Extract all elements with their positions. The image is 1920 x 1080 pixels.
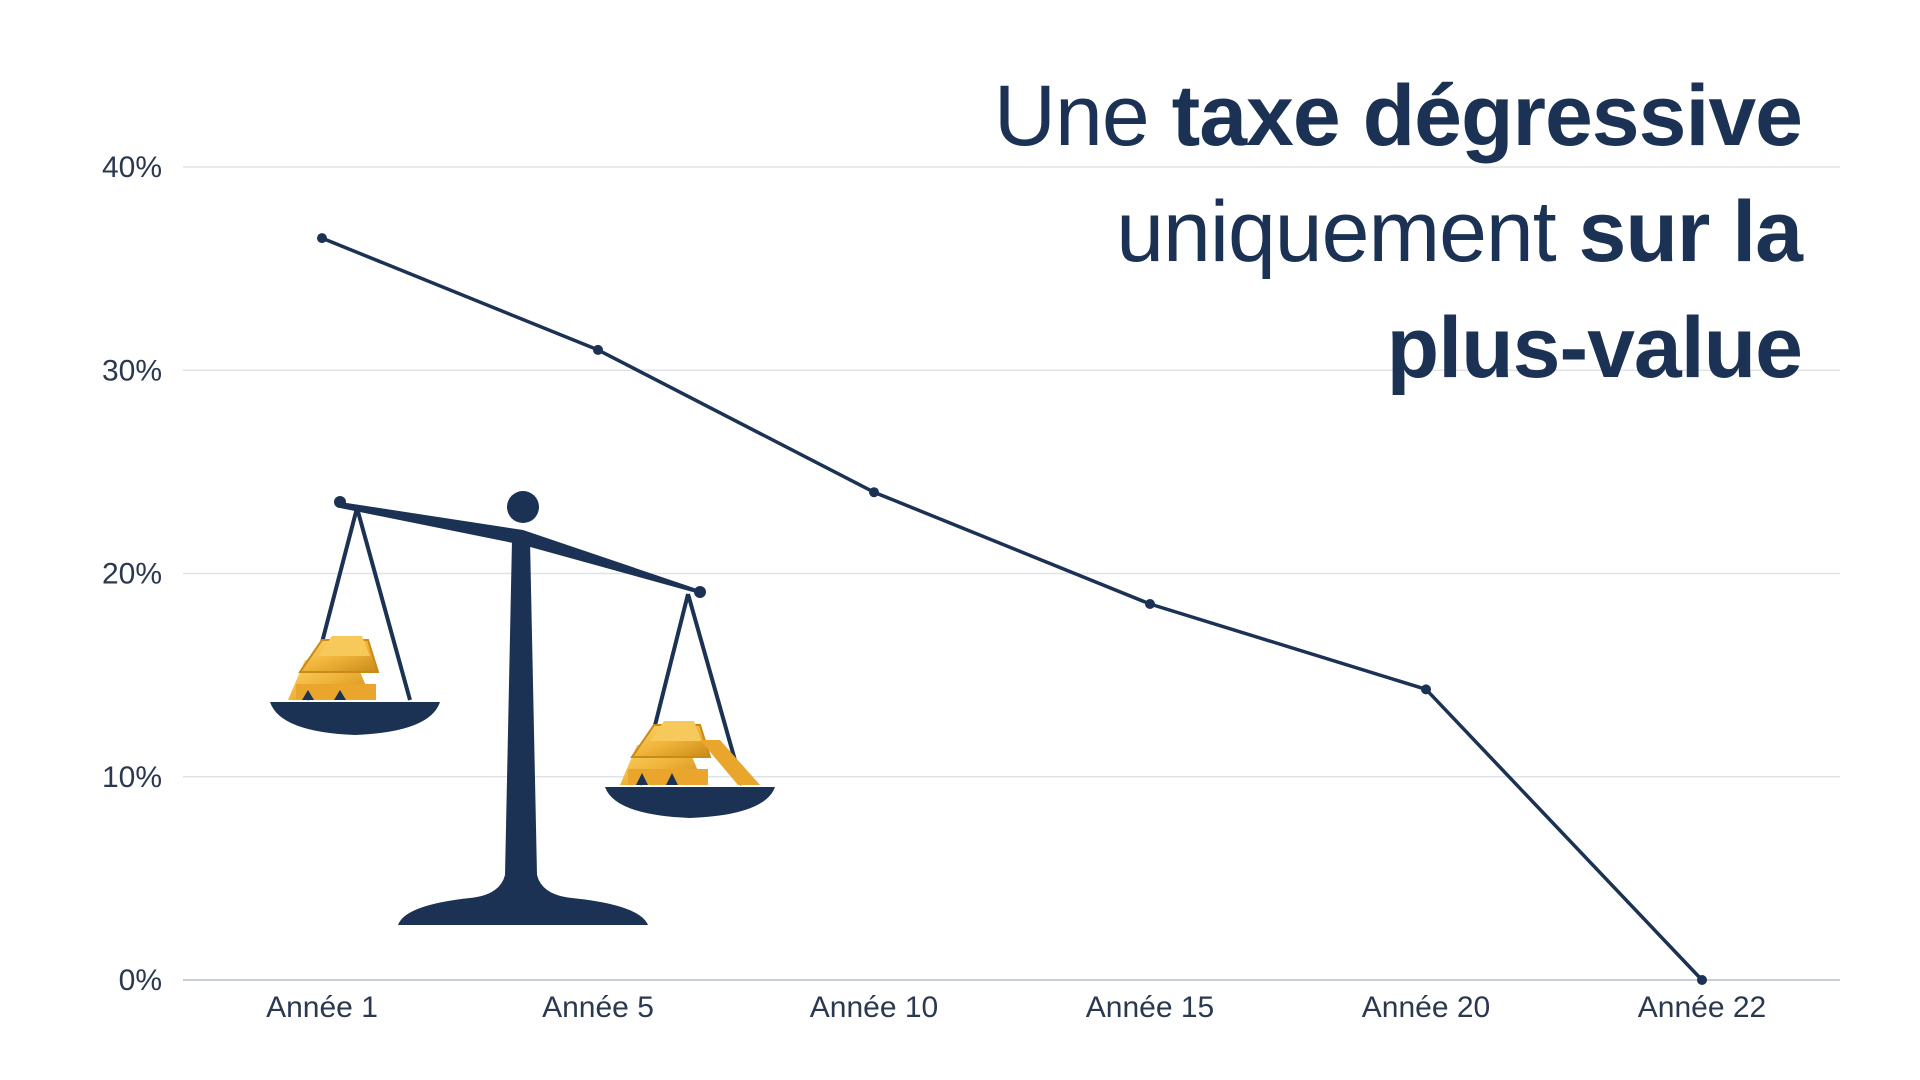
x-axis-ticks: Année 1 Année 5 Année 10 Année 15 Année 20 An… xyxy=(266,991,1766,1024)
x-tick-label: Année 10 xyxy=(810,991,938,1024)
scale-base xyxy=(398,540,648,925)
x-tick-label: Année 1 xyxy=(266,991,378,1024)
grid-lines xyxy=(183,166,1840,981)
series-path xyxy=(321,236,1704,982)
title-line-2-regular: uniquement xyxy=(1116,184,1579,280)
data-point xyxy=(869,487,879,498)
title-line-1: Une taxe dégressive xyxy=(902,58,1803,174)
slide-title: Une taxe dégressive uniquement sur la pl… xyxy=(902,58,1803,406)
x-tick-label: Année 20 xyxy=(1362,991,1490,1024)
title-line-3-bold: plus-value xyxy=(1386,300,1803,396)
x-tick-label: Année 22 xyxy=(1638,991,1766,1024)
y-tick-label: 30% xyxy=(102,354,162,387)
gold-bars-right xyxy=(620,721,760,785)
title-line-2: uniquement sur la xyxy=(902,174,1803,290)
title-line-2-bold: sur la xyxy=(1578,184,1803,280)
scale-pan-right xyxy=(605,787,775,818)
x-tick-label: Année 5 xyxy=(542,991,654,1024)
x-tick-label: Année 15 xyxy=(1086,991,1214,1024)
y-tick-label: 40% xyxy=(102,151,162,184)
series-line xyxy=(317,233,1707,985)
data-point xyxy=(317,233,327,244)
gold-bars-left xyxy=(288,636,380,700)
data-point xyxy=(1697,975,1707,985)
title-line-1-bold: taxe dégressive xyxy=(1171,68,1803,164)
balance-scale-with-gold-bars-icon xyxy=(270,491,775,925)
scale-pan-left xyxy=(270,702,440,735)
scale-beam xyxy=(340,502,700,594)
scale-pivot xyxy=(507,491,539,523)
y-tick-label: 0% xyxy=(119,964,162,997)
title-line-3: plus-value xyxy=(902,290,1803,406)
data-point xyxy=(593,344,603,355)
data-point xyxy=(1145,598,1155,609)
y-tick-label: 20% xyxy=(102,558,162,591)
title-line-1-regular: Une xyxy=(993,68,1172,164)
y-axis-ticks: 0% 10% 20% 30% 40% xyxy=(102,151,162,997)
data-point xyxy=(1421,684,1431,695)
y-tick-label: 10% xyxy=(102,761,162,794)
